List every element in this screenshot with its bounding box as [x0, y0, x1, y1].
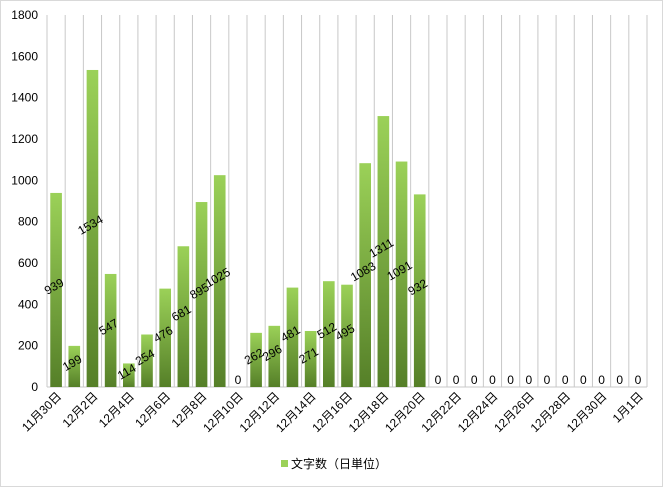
data-label: 0 — [453, 373, 460, 387]
bar — [159, 288, 171, 387]
x-tick-label: 11月30日 — [19, 389, 64, 434]
bar — [68, 345, 81, 387]
data-label: 0 — [580, 373, 587, 387]
bar — [104, 273, 117, 387]
y-tick-label: 1600 — [11, 49, 38, 63]
data-label: 114 — [115, 361, 139, 383]
legend-swatch — [281, 460, 288, 467]
data-label: 271 — [296, 344, 321, 366]
data-label: 476 — [151, 323, 176, 345]
bar — [141, 334, 153, 387]
legend: 文字数（日単位） — [281, 456, 387, 471]
data-label: 681 — [169, 302, 194, 324]
bar — [250, 332, 262, 387]
data-label: 0 — [562, 373, 569, 387]
bar — [177, 246, 190, 387]
y-axis: 0 200 400 600 800 1000 1200 1400 1600 1800 — [11, 8, 38, 394]
bar — [213, 175, 226, 387]
y-tick-label: 1200 — [11, 132, 38, 146]
data-label: 0 — [435, 373, 442, 387]
x-tick-label: 12月4日 — [96, 389, 137, 430]
data-label: 199 — [60, 352, 85, 374]
data-label: 0 — [598, 373, 605, 387]
data-label: 932 — [406, 276, 431, 298]
y-tick-label: 1800 — [11, 8, 38, 22]
bar — [323, 281, 335, 387]
bar — [413, 194, 426, 387]
legend-label: 文字数（日単位） — [291, 456, 387, 471]
y-tick-label: 0 — [31, 380, 38, 394]
data-label: 939 — [42, 275, 67, 297]
data-label: 296 — [260, 342, 285, 364]
y-tick-label: 400 — [18, 297, 38, 311]
data-label: 547 — [96, 316, 121, 338]
y-tick-label: 1400 — [11, 91, 38, 105]
data-label: 481 — [278, 323, 303, 345]
x-tick-label: 12月6日 — [132, 389, 173, 430]
y-tick-label: 600 — [18, 256, 38, 270]
x-tick-label: 12月30日 — [564, 389, 610, 435]
data-label: 0 — [616, 373, 623, 387]
data-label: 0 — [635, 373, 642, 387]
bar — [123, 363, 135, 387]
x-tick-label: 1月1日 — [610, 389, 646, 425]
data-label: 0 — [525, 373, 532, 387]
bar — [86, 69, 99, 388]
data-label: 495 — [333, 321, 358, 343]
bar — [286, 287, 299, 387]
bar — [304, 330, 317, 387]
data-label: 0 — [507, 373, 514, 387]
bar — [377, 116, 390, 387]
bar — [50, 192, 62, 387]
x-axis: 11月30日12月2日12月4日12月6日12月8日12月10日12月12日12… — [19, 389, 646, 435]
x-tick-label: 12月2日 — [60, 389, 101, 430]
bars — [50, 69, 426, 388]
y-tick-label: 800 — [18, 215, 38, 229]
data-label: 0 — [471, 373, 478, 387]
data-label: 0 — [489, 373, 496, 387]
data-label: 254 — [133, 346, 158, 368]
bar — [359, 163, 371, 387]
bar — [268, 325, 281, 387]
bar — [395, 161, 408, 387]
data-label: 0 — [235, 373, 242, 387]
bar — [195, 202, 208, 387]
bar — [341, 284, 353, 387]
data-label: 0 — [544, 373, 551, 387]
y-tick-label: 200 — [18, 339, 38, 353]
y-tick-label: 1000 — [11, 173, 38, 187]
